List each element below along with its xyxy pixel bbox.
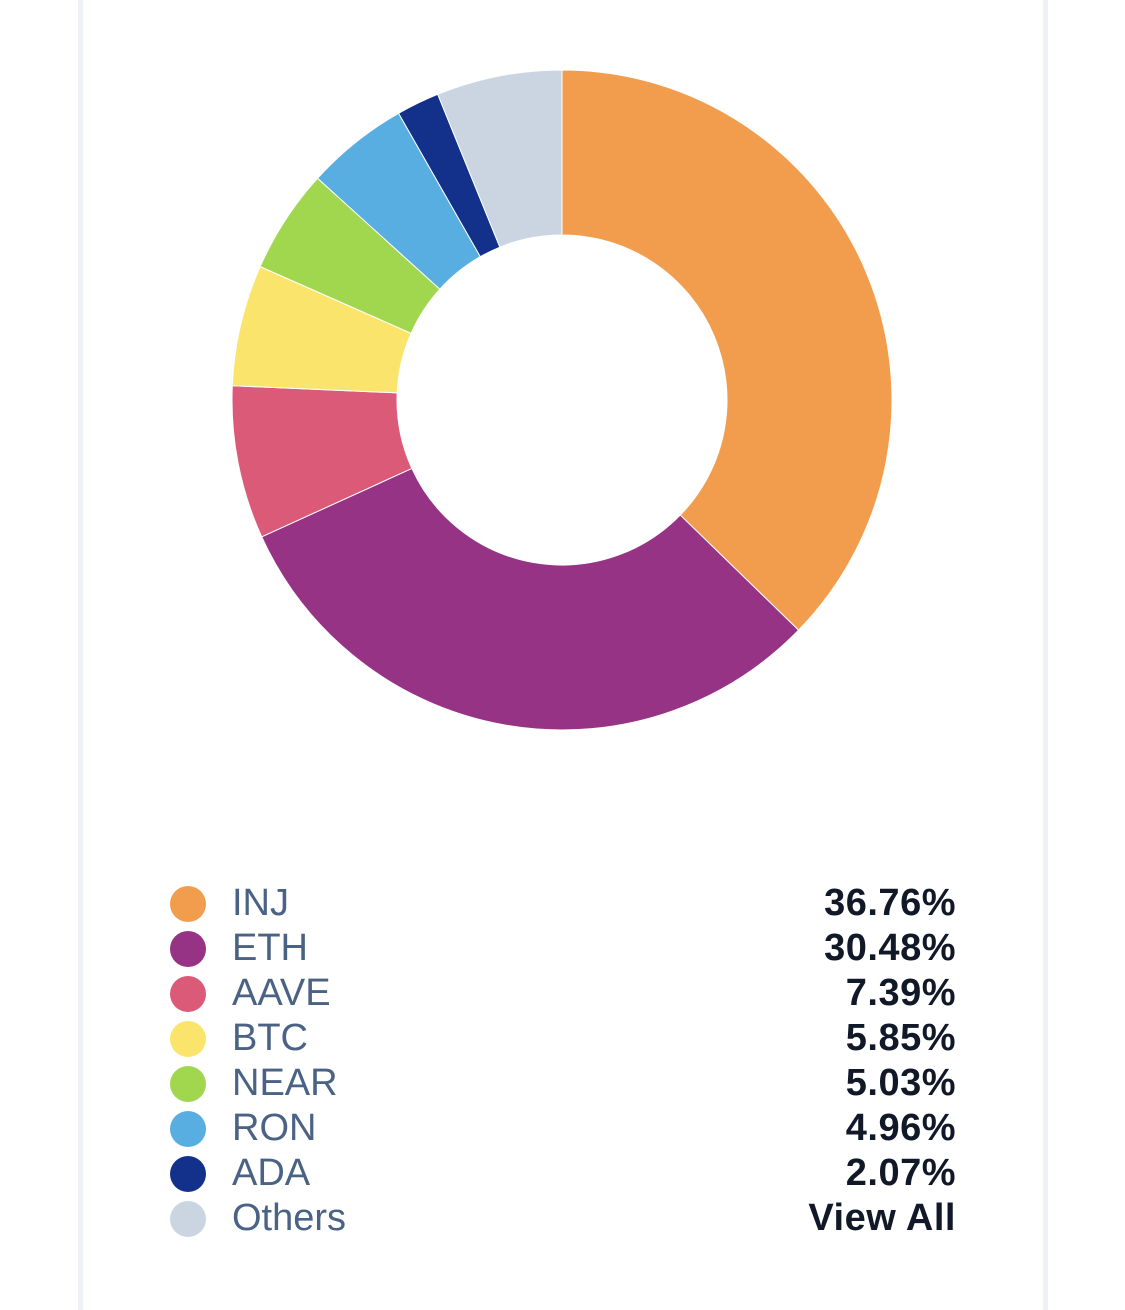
legend-swatch [170,885,206,922]
slice-others[interactable] [437,69,563,248]
legend-label: AAVE [232,972,331,1014]
legend-value: 5.03% [845,1062,956,1104]
slice-eth[interactable] [261,467,800,731]
legend-value: 4.96% [845,1107,956,1149]
legend-item-btc: BTC 5.85% [170,1016,956,1061]
legend-item-near: NEAR 5.03% [170,1061,956,1106]
legend-label: ADA [232,1152,311,1194]
legend-swatch [170,1065,206,1102]
legend-value: 36.76% [824,882,956,924]
legend-swatch [170,975,206,1012]
donut-chart [231,69,893,731]
legend-value: 5.85% [845,1017,956,1059]
legend-item-aave: AAVE 7.39% [170,971,956,1016]
legend-label: BTC [232,1017,308,1059]
view-all-link[interactable]: View All [808,1197,956,1239]
legend-item-inj: INJ 36.76% [170,881,956,926]
legend-swatch [170,1020,206,1057]
legend-swatch [170,1110,206,1147]
legend-value: 30.48% [824,927,956,969]
legend-swatch [170,1155,206,1192]
legend-item-ron: RON 4.96% [170,1106,956,1151]
legend-swatch [170,930,206,967]
legend-label: INJ [232,882,289,924]
legend-item-ada: ADA 2.07% [170,1151,956,1196]
legend-swatch [170,1200,206,1237]
legend-value: 7.39% [845,972,956,1014]
legend-item-eth: ETH 30.48% [170,926,956,971]
legend-label: ETH [232,927,308,969]
legend-value: 2.07% [845,1152,956,1194]
legend-item-others: Others View All [170,1196,956,1241]
legend-label: RON [232,1107,317,1149]
chart-card [78,0,1048,1310]
slice-inj[interactable] [561,69,893,631]
legend-label: Others [232,1197,347,1239]
legend-label: NEAR [232,1062,338,1104]
legend: INJ 36.76% ETH 30.48% AAVE 7.39% BTC 5.85% NEAR 5… [170,881,956,1241]
